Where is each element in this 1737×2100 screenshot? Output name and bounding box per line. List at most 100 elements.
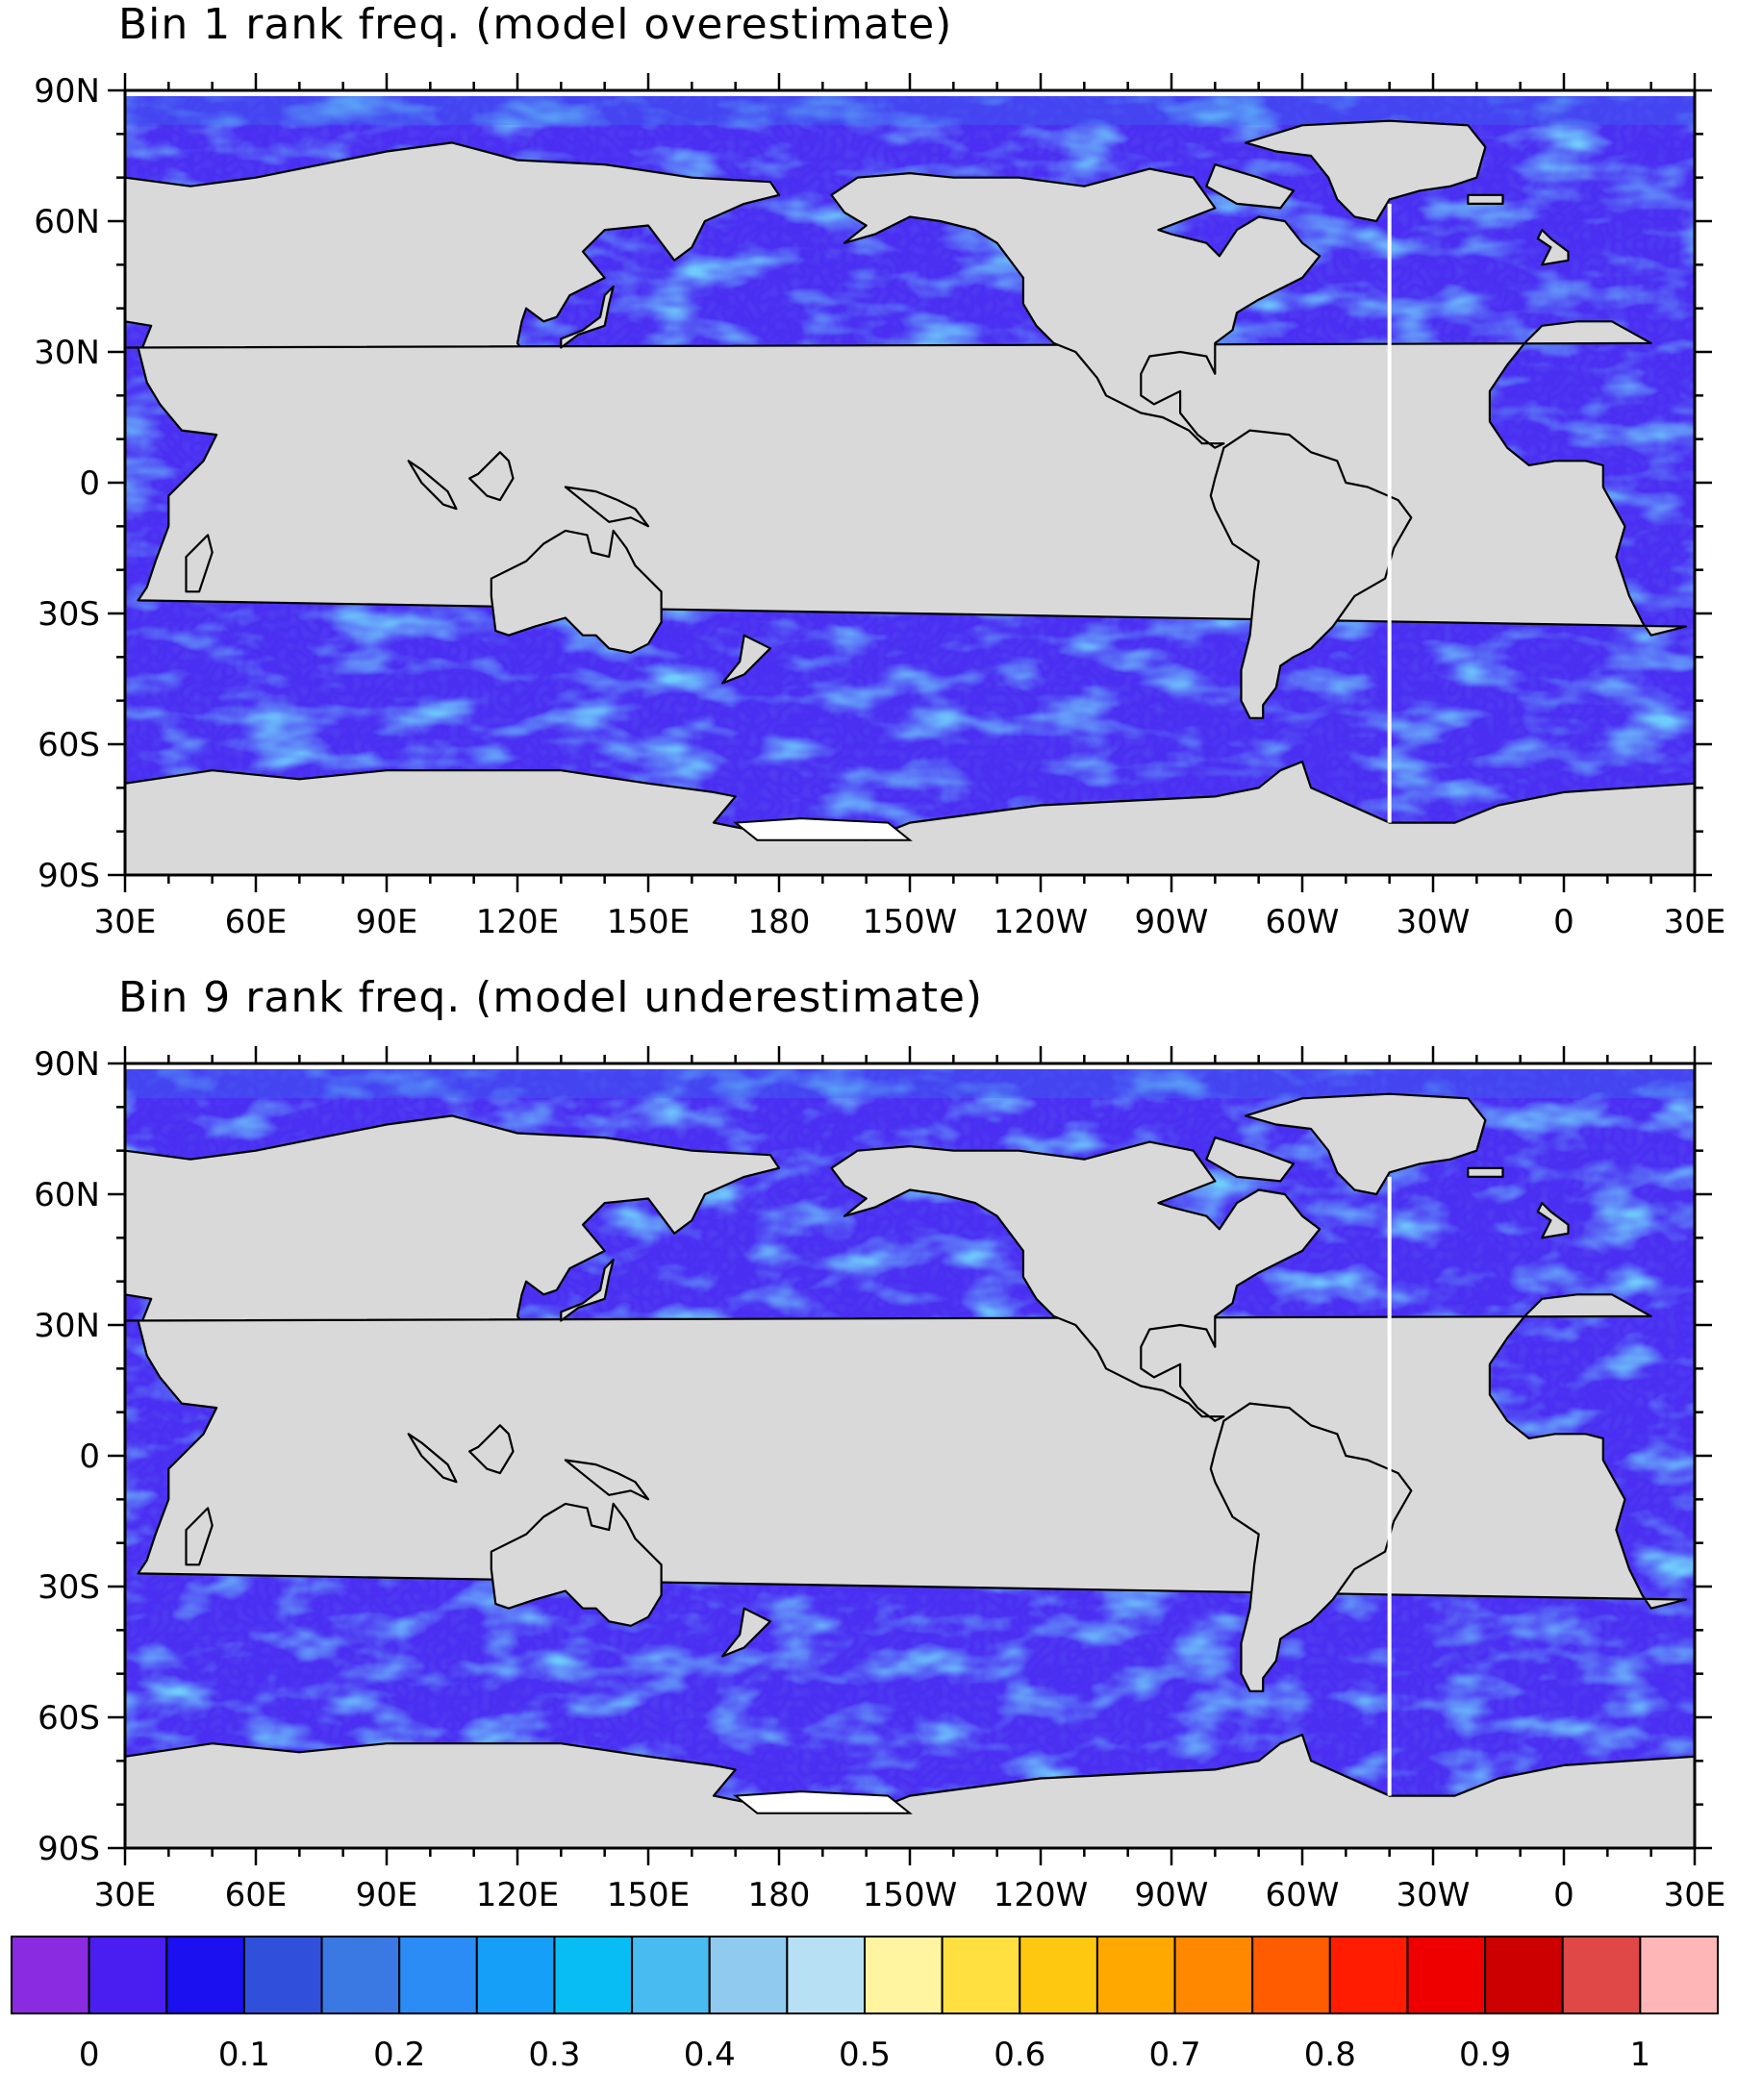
lat-label: 90N	[34, 72, 100, 111]
landmass	[560, 1258, 615, 1322]
colorbar-swatch	[786, 1936, 867, 2014]
landmass	[560, 285, 615, 349]
landmass	[564, 486, 650, 528]
colorbar-label: 0.7	[1149, 2036, 1201, 2074]
lon-label: 90E	[356, 903, 418, 941]
lon-label: 90W	[1135, 1876, 1209, 1914]
landmass	[830, 167, 1322, 449]
landmass	[1244, 1092, 1487, 1196]
lon-label: 180	[748, 903, 811, 941]
colorbar-swatch	[631, 1936, 711, 2014]
ice-shelf	[733, 817, 913, 841]
colorbar-swatch	[165, 1936, 245, 2014]
lat-label: 30N	[34, 334, 100, 372]
latitude-labels: 90N 60N 30N 0 30S 60S 90S	[34, 1045, 100, 1868]
arctic-band	[125, 1069, 1695, 1098]
landmass	[468, 451, 515, 502]
colorbar-swatch	[1251, 1936, 1331, 2014]
map-panel-underestimate: Bin 9 rank freq. (model underestimate) 9…	[34, 973, 1725, 1914]
colorbar-label: 0	[79, 2036, 100, 2074]
colorbar-swatch	[1328, 1936, 1409, 2014]
lon-label: 60E	[225, 1876, 288, 1914]
colorbar-swatch	[88, 1936, 168, 2014]
lon-label: 30E	[1664, 1876, 1726, 1914]
colorbar-label: 0.9	[1459, 2036, 1511, 2074]
landmass	[1205, 1136, 1296, 1183]
colorbar-label: 0.5	[839, 2036, 891, 2074]
colorbar-swatch	[11, 1936, 90, 2014]
colorbar: 0 0.1 0.2 0.3 0.4 0.5 0.6 0.7 0.8 0.9 1	[11, 1936, 1720, 2074]
lat-label: 30S	[38, 595, 100, 634]
lat-label: 60S	[38, 1699, 100, 1738]
colorbar-swatch	[1173, 1936, 1254, 2014]
lon-label: 60W	[1266, 1876, 1340, 1914]
colorbar-label: 1	[1630, 2036, 1651, 2074]
lon-label: 90W	[1135, 903, 1209, 941]
landmass	[123, 1293, 1688, 1610]
lon-label: 180	[748, 1876, 811, 1914]
landmass	[123, 320, 1688, 637]
lat-label: 30S	[38, 1568, 100, 1607]
landmass	[1244, 119, 1487, 223]
landmass	[720, 634, 772, 685]
longitude-labels: 30E 60E 90E 120E 150E 180 150W 120W 90W …	[94, 903, 1726, 941]
lat-label: 0	[79, 1438, 100, 1476]
colorbar-label: 0.3	[528, 2036, 580, 2074]
colorbar-swatches	[11, 1936, 1720, 2014]
lat-label: 90N	[34, 1045, 100, 1084]
lon-label: 150E	[607, 1876, 690, 1914]
map-plot-area	[108, 73, 1712, 892]
lon-label: 120E	[476, 1876, 559, 1914]
landmass	[123, 1733, 1697, 1850]
landmass	[1467, 1166, 1504, 1179]
colorbar-swatch	[1639, 1936, 1720, 2014]
colorbar-label: 0.1	[218, 2036, 270, 2074]
landmass	[468, 1424, 515, 1475]
map-panel-overestimate: Bin 1 rank freq. (model overestimate) 90…	[34, 0, 1725, 941]
colorbar-swatch	[398, 1936, 478, 2014]
landmass	[407, 460, 458, 511]
latitude-labels: 90N 60N 30N 0 30S 60S 90S	[34, 72, 100, 895]
lon-label: 120E	[476, 903, 559, 941]
longitude-labels: 30E 60E 90E 120E 150E 180 150W 120W 90W …	[94, 1876, 1726, 1914]
lon-label: 30E	[94, 1876, 157, 1914]
landmass	[1209, 429, 1413, 719]
colorbar-label: 0.8	[1304, 2036, 1356, 2074]
landmass	[490, 1502, 663, 1627]
colorbar-swatch	[864, 1936, 944, 2014]
colorbar-label: 0.6	[994, 2036, 1045, 2074]
lat-label: 60N	[34, 203, 100, 241]
colorbar-swatch	[320, 1936, 401, 2014]
landmass	[1467, 193, 1504, 205]
landmass	[830, 1140, 1322, 1422]
landmass	[407, 1433, 458, 1484]
lon-label: 150E	[607, 903, 690, 941]
arctic-band	[125, 96, 1695, 125]
lon-label: 120W	[994, 1876, 1089, 1914]
lat-label: 60N	[34, 1176, 100, 1214]
landmass	[1205, 163, 1296, 210]
landmass	[1536, 1201, 1570, 1239]
colorbar-swatch	[1019, 1936, 1098, 2014]
lon-label: 150W	[863, 1876, 958, 1914]
landmass	[185, 534, 214, 593]
lat-label: 30N	[34, 1307, 100, 1345]
colorbar-label: 0.4	[684, 2036, 736, 2074]
lon-label: 60E	[225, 903, 288, 941]
map-plot-area	[108, 1046, 1712, 1865]
landmass	[490, 529, 663, 654]
lat-label: 60S	[38, 726, 100, 764]
lon-label: 30W	[1397, 1876, 1471, 1914]
colorbar-swatch	[475, 1936, 556, 2014]
colorbar-labels: 0 0.1 0.2 0.3 0.4 0.5 0.6 0.7 0.8 0.9 1	[79, 2036, 1650, 2074]
colorbar-swatch	[553, 1936, 634, 2014]
lon-label: 30W	[1397, 903, 1471, 941]
landmass	[123, 760, 1697, 877]
landmass	[720, 1607, 772, 1658]
map-title: Bin 1 rank freq. (model overestimate)	[118, 0, 952, 49]
lon-label: 30E	[94, 903, 157, 941]
landmass	[185, 1507, 214, 1566]
ice-shelf	[733, 1790, 913, 1814]
lon-label: 30E	[1664, 903, 1726, 941]
